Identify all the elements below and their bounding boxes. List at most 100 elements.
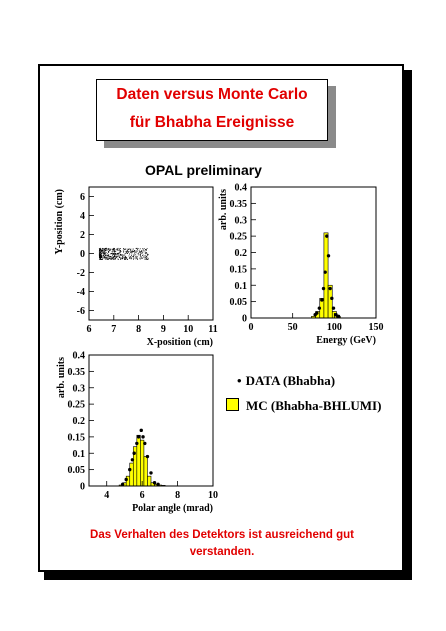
mc-bar-3 [129, 462, 134, 487]
scatter-point-511 [132, 248, 134, 250]
scatter-point-468 [122, 256, 124, 258]
scatter-point-446 [140, 253, 141, 255]
scatter-point-78 [112, 254, 114, 256]
scatter-point-400 [138, 249, 140, 251]
scatter-point-335 [105, 257, 107, 259]
scatter-point-453 [100, 258, 102, 260]
scatter-point-244 [115, 250, 117, 252]
scatter-point-402 [113, 256, 114, 258]
scatter-point-21 [99, 248, 101, 250]
scatter-point-72 [128, 251, 129, 253]
scatter-point-191 [108, 250, 110, 252]
y-tick-label-6: 6 [80, 192, 85, 203]
scatter-point-330 [125, 248, 127, 250]
scatter-point-477 [108, 249, 110, 251]
scatter-point-41 [107, 255, 108, 256]
x-tick-label-4: 10 [183, 324, 193, 335]
scatter-point-479 [140, 256, 142, 258]
scatter-point-425 [124, 256, 126, 258]
scatter-point-131 [120, 248, 121, 250]
scatter-point-483 [120, 258, 121, 260]
scatter-point-64 [132, 257, 134, 259]
scatter-point-498 [123, 256, 125, 258]
scatter-point-399 [100, 248, 102, 250]
scatter-point-272 [99, 257, 101, 259]
scatter-point-380 [116, 256, 118, 258]
scatter-point-317 [103, 257, 105, 259]
y-tick-label-2: 0.1 [235, 281, 248, 292]
data-point-10 [331, 306, 336, 310]
scatter-point-439 [130, 256, 131, 258]
scatter-point-463 [99, 249, 100, 251]
scatter-point-308 [118, 253, 120, 255]
scatter-point-17 [112, 256, 114, 258]
title-line-2: für Bhabha Ereignisse [129, 114, 295, 131]
scatter-point-132 [105, 255, 107, 256]
data-point-8 [141, 435, 145, 439]
scatter-point-91 [146, 252, 148, 254]
scatter-point-433 [99, 248, 100, 250]
scatter-point-109 [107, 254, 109, 256]
scatter-point-286 [119, 250, 121, 252]
scatter-point-261 [126, 252, 127, 254]
scatter-point-507 [100, 256, 102, 258]
scatter-point-218 [107, 252, 109, 253]
scatter-point-7 [115, 256, 117, 258]
scatter-point-500 [144, 255, 146, 257]
scatter-point-377 [99, 249, 101, 250]
scatter-point-84 [113, 248, 114, 249]
scatter-point-305 [102, 252, 104, 253]
scatter-point-495 [120, 250, 122, 252]
scatter-point-290 [146, 259, 148, 260]
mc-bar-6 [140, 439, 145, 487]
y-tick-label-5: 4 [80, 211, 85, 222]
scatter-point-351 [113, 248, 115, 250]
scatter-point-506 [139, 257, 141, 259]
scatter-point-288 [110, 249, 112, 251]
scatter-point-387 [104, 257, 106, 259]
scatter-point-148 [112, 249, 114, 251]
scatter-point-262 [99, 250, 101, 252]
scatter-point-203 [98, 254, 100, 255]
y-tick-label-8: 0.4 [73, 351, 86, 362]
scatter-point-301 [125, 258, 127, 259]
scatter-point-302 [129, 257, 130, 259]
scatter-point-101 [106, 258, 108, 260]
scatter-point-160 [120, 251, 121, 253]
scatter-point-319 [135, 258, 137, 260]
scatter-point-29 [125, 251, 127, 253]
scatter-point-475 [143, 250, 145, 252]
scatter-point-410 [137, 249, 138, 250]
scatter-point-340 [137, 253, 139, 255]
data-point-7 [326, 254, 331, 258]
scatter-point-92 [123, 254, 125, 256]
scatter-point-173 [121, 258, 123, 260]
scatter-point-509 [115, 253, 117, 255]
scatter-point-323 [101, 257, 103, 258]
scatter-point-217 [119, 252, 121, 254]
scatter-point-437 [130, 251, 132, 253]
data-point-8 [328, 286, 332, 291]
y-tick-label-6: 0.3 [73, 383, 86, 394]
scatter-point-367 [109, 256, 110, 258]
scatter-point-512 [124, 259, 126, 260]
y-tick-label-0: 0 [242, 314, 247, 325]
scatter-point-435 [100, 259, 102, 260]
scatter-point-455 [143, 257, 145, 259]
scatter-point-246 [146, 249, 147, 250]
scatter-point-454 [135, 256, 136, 258]
scatter-point-265 [109, 257, 111, 259]
scatter-point-123 [107, 256, 109, 258]
scatter-point-190 [140, 251, 141, 253]
scatter-point-212 [106, 254, 108, 256]
scatter-point-125 [103, 252, 105, 253]
scatter-point-516 [114, 258, 116, 259]
scatter-point-63 [103, 255, 105, 257]
scatter-point-449 [119, 249, 121, 251]
scatter-point-423 [126, 258, 128, 260]
scatter-point-313 [120, 259, 122, 260]
x-tick-label-5: 11 [208, 324, 217, 335]
scatter-point-35 [129, 257, 131, 259]
scatter-point-248 [125, 255, 127, 257]
scatter-point-208 [111, 251, 113, 253]
